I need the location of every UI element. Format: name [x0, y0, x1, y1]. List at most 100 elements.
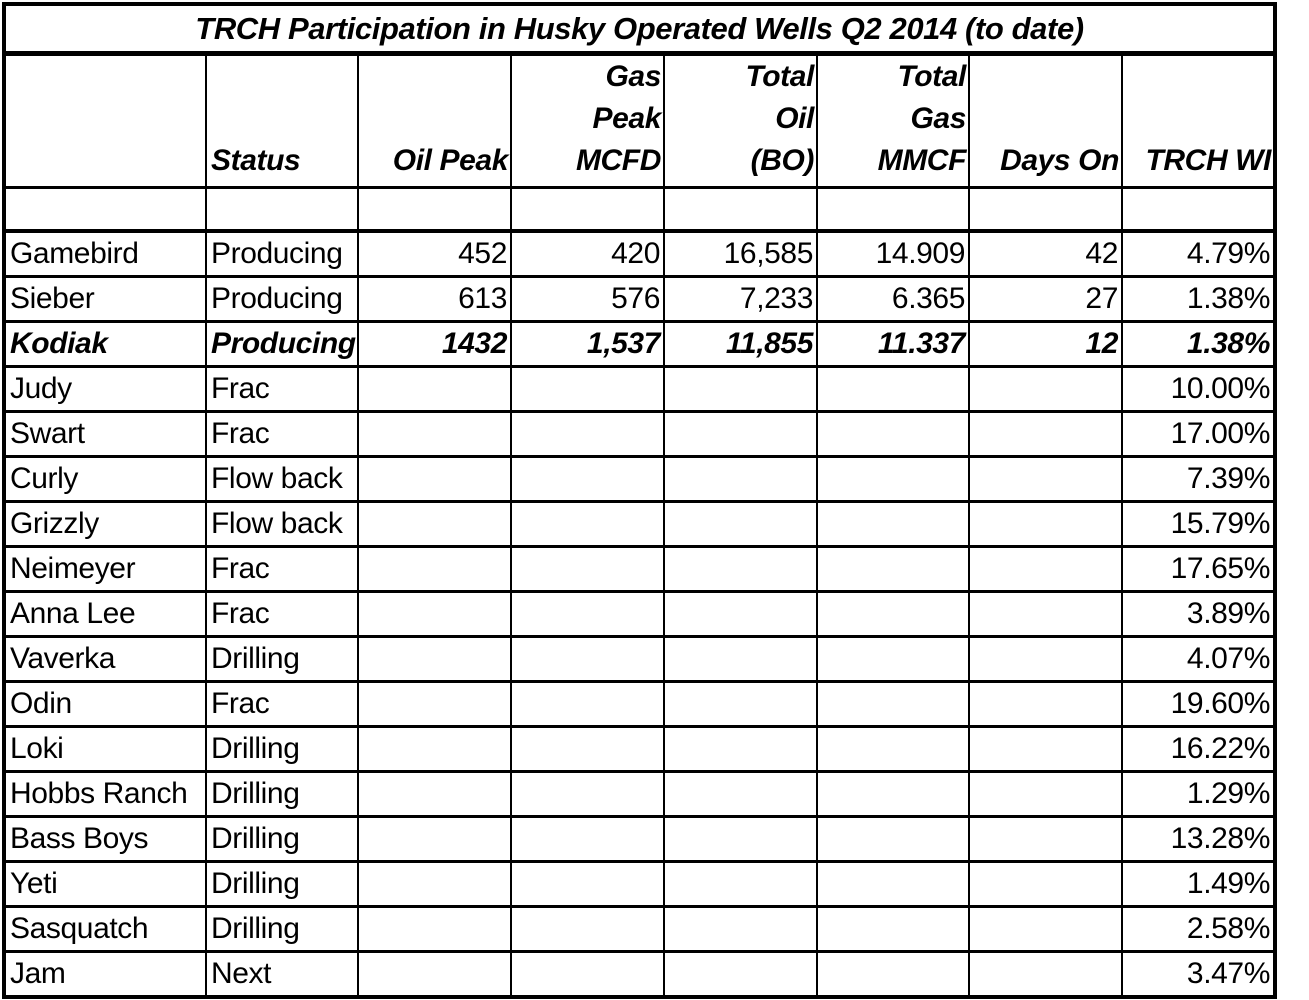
cell-days-on — [968, 680, 1123, 728]
cell-total-oil: 7,233 — [663, 275, 818, 323]
cell-name: Bass Boys — [3, 815, 207, 863]
table-row-swart: Swart Frac 17.00% — [3, 410, 1276, 458]
cell-trch-wi: 3.47% — [1121, 950, 1276, 999]
cell-name: Gamebird — [3, 229, 207, 278]
cell-gas-peak — [510, 500, 665, 548]
cell-total-oil — [663, 680, 818, 728]
cell-total-gas — [816, 725, 970, 773]
cell-status: Frac — [205, 590, 359, 638]
table-header-row: Status Oil Peak Gas Peak MCFD Total Oil … — [3, 52, 1276, 189]
cell-total-oil — [663, 410, 818, 458]
cell-trch-wi: 17.65% — [1121, 545, 1276, 593]
cell-gas-peak: 576 — [510, 275, 665, 323]
cell-oil-peak — [357, 635, 512, 683]
table-row-curly: Curly Flow back 7.39% — [3, 455, 1276, 503]
cell-days-on — [968, 950, 1123, 999]
cell-status: Frac — [205, 410, 359, 458]
cell-oil-peak — [357, 815, 512, 863]
cell-status: Drilling — [205, 815, 359, 863]
cell-gas-peak — [510, 590, 665, 638]
cell-name: Odin — [3, 680, 207, 728]
table-title: TRCH Participation in Husky Operated Wel… — [3, 2, 1276, 56]
cell-oil-peak — [357, 770, 512, 818]
cell-oil-peak: 613 — [357, 275, 512, 323]
wells-participation-table: TRCH Participation in Husky Operated Wel… — [2, 2, 1277, 999]
cell-days-on — [968, 410, 1123, 458]
table-row-neimeyer: Neimeyer Frac 17.65% — [3, 545, 1276, 593]
cell-total-oil — [663, 635, 818, 683]
cell-days-on — [968, 365, 1123, 413]
table-row-hobbs-ranch: Hobbs Ranch Drilling 1.29% — [3, 770, 1276, 818]
cell-days-on: 12 — [968, 320, 1123, 368]
cell-name: Judy — [3, 365, 207, 413]
cell-total-gas — [816, 186, 970, 233]
cell-status: Frac — [205, 545, 359, 593]
cell-days-on — [968, 186, 1123, 233]
cell-total-oil — [663, 590, 818, 638]
cell-trch-wi: 4.79% — [1121, 229, 1276, 278]
cell-status: Drilling — [205, 770, 359, 818]
cell-trch-wi: 15.79% — [1121, 500, 1276, 548]
cell-total-oil — [663, 815, 818, 863]
cell-oil-peak — [357, 725, 512, 773]
cell-total-oil — [663, 725, 818, 773]
cell-status: Drilling — [205, 860, 359, 908]
cell-total-gas — [816, 860, 970, 908]
cell-status: Producing — [205, 275, 359, 323]
cell-oil-peak — [357, 590, 512, 638]
column-header-days-on: Days On — [968, 52, 1123, 189]
column-header-status: Status — [205, 52, 359, 189]
cell-total-oil — [663, 186, 818, 233]
cell-total-gas — [816, 455, 970, 503]
cell-total-oil — [663, 860, 818, 908]
cell-name: Kodiak — [3, 320, 207, 368]
column-header-total-gas-mmcf: Total Gas MMCF — [816, 52, 970, 189]
cell-name: Swart — [3, 410, 207, 458]
cell-name: Jam — [3, 950, 207, 999]
table-row-empty — [3, 186, 1276, 233]
cell-gas-peak: 1,537 — [510, 320, 665, 368]
cell-status: Flow back — [205, 500, 359, 548]
column-header-oil-peak: Oil Peak — [357, 52, 512, 189]
cell-days-on — [968, 455, 1123, 503]
cell-name: Anna Lee — [3, 590, 207, 638]
table-row-judy: Judy Frac 10.00% — [3, 365, 1276, 413]
cell-total-oil — [663, 455, 818, 503]
cell-trch-wi: 2.58% — [1121, 905, 1276, 953]
cell-oil-peak — [357, 950, 512, 999]
cell-days-on — [968, 725, 1123, 773]
cell-oil-peak: 452 — [357, 229, 512, 278]
cell-gas-peak — [510, 545, 665, 593]
cell-oil-peak — [357, 905, 512, 953]
cell-trch-wi: 19.60% — [1121, 680, 1276, 728]
cell-days-on: 27 — [968, 275, 1123, 323]
cell-gas-peak — [510, 815, 665, 863]
cell-name: Neimeyer — [3, 545, 207, 593]
cell-status — [205, 186, 359, 233]
cell-oil-peak — [357, 500, 512, 548]
cell-status: Flow back — [205, 455, 359, 503]
table-row-bass-boys: Bass Boys Drilling 13.28% — [3, 815, 1276, 863]
cell-oil-peak — [357, 410, 512, 458]
cell-total-oil: 16,585 — [663, 229, 818, 278]
cell-name: Curly — [3, 455, 207, 503]
column-header-gas-peak-mcfd: Gas Peak MCFD — [510, 52, 665, 189]
table-row-anna-lee: Anna Lee Frac 3.89% — [3, 590, 1276, 638]
table-row-odin: Odin Frac 19.60% — [3, 680, 1276, 728]
cell-name: Sasquatch — [3, 905, 207, 953]
cell-total-gas — [816, 905, 970, 953]
cell-gas-peak — [510, 905, 665, 953]
column-header-trch-wi: TRCH WI — [1121, 52, 1276, 189]
cell-total-gas — [816, 365, 970, 413]
cell-oil-peak — [357, 680, 512, 728]
cell-trch-wi: 1.49% — [1121, 860, 1276, 908]
cell-total-oil — [663, 500, 818, 548]
cell-oil-peak — [357, 860, 512, 908]
cell-status: Drilling — [205, 905, 359, 953]
cell-gas-peak — [510, 725, 665, 773]
cell-name: Yeti — [3, 860, 207, 908]
cell-trch-wi: 3.89% — [1121, 590, 1276, 638]
cell-total-gas — [816, 815, 970, 863]
cell-days-on — [968, 635, 1123, 683]
cell-trch-wi: 1.38% — [1121, 275, 1276, 323]
